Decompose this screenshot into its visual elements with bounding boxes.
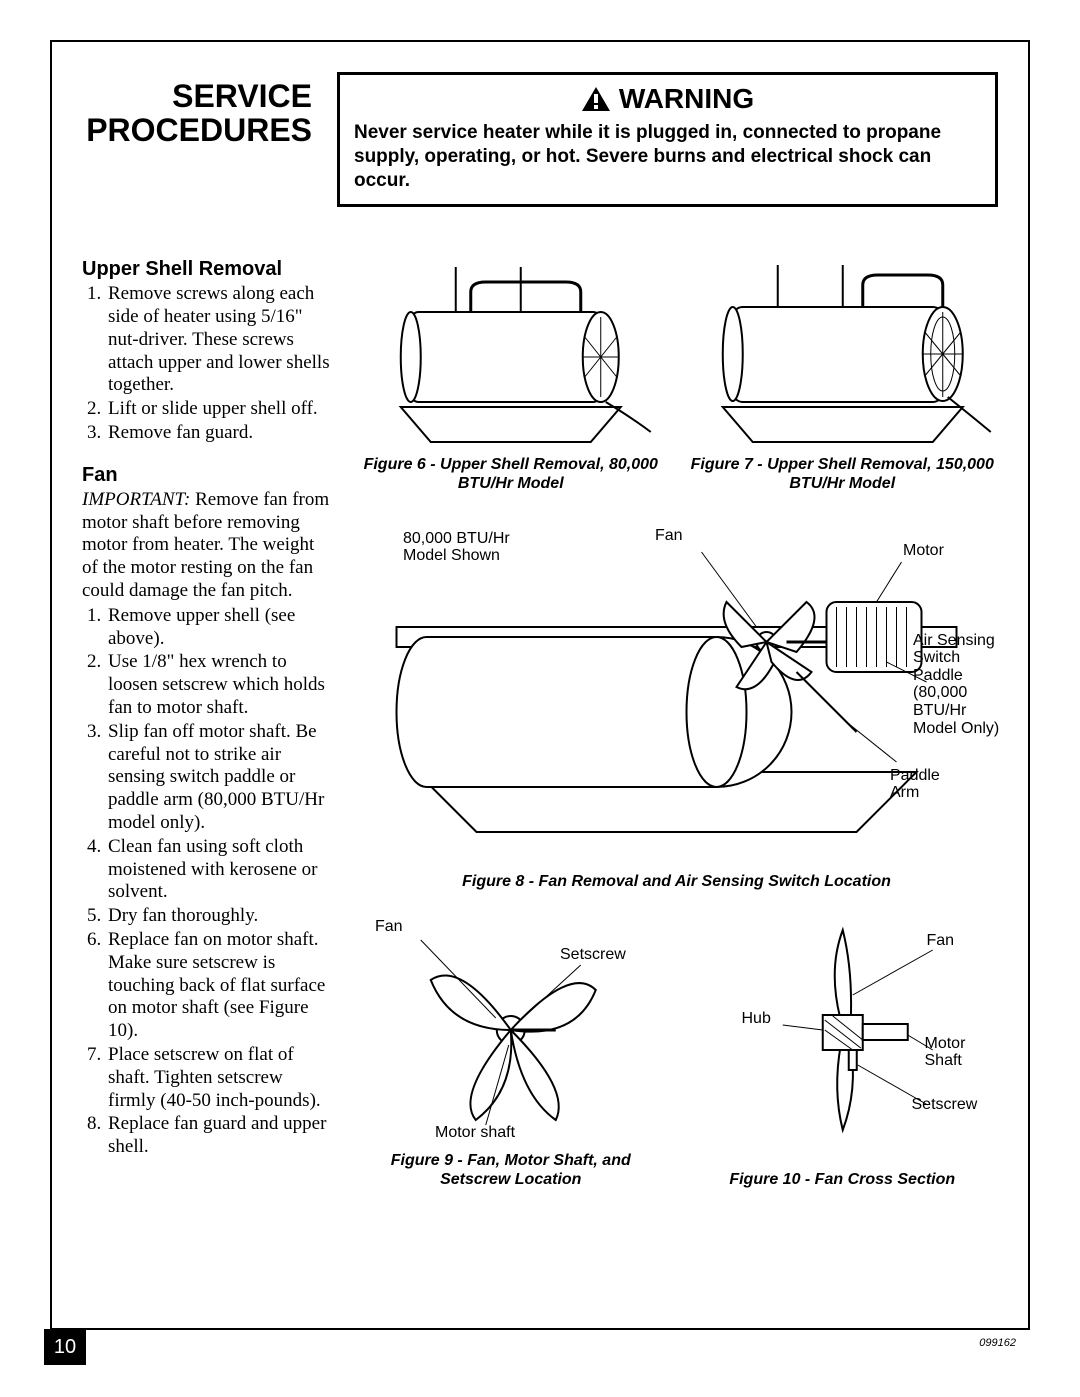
figure-column: Figure 6 - Upper Shell Removal, 80,000 B… xyxy=(355,257,998,1189)
warning-header: WARNING xyxy=(354,83,981,115)
label-hub: Hub xyxy=(742,1010,771,1028)
label-fan: Fan xyxy=(655,527,683,545)
list-item: Replace fan guard and upper shell. xyxy=(106,1113,330,1159)
figure-7-caption: Figure 7 - Upper Shell Removal, 150,000 … xyxy=(687,455,999,493)
warning-triangle-icon xyxy=(581,86,611,112)
service-procedures-title: SERVICE PROCEDURES xyxy=(82,72,312,147)
figure-6-caption: Figure 6 - Upper Shell Removal, 80,000 B… xyxy=(355,455,667,493)
list-item: Dry fan thoroughly. xyxy=(106,905,330,928)
figure-8-caption: Figure 8 - Fan Removal and Air Sensing S… xyxy=(355,872,998,891)
warning-box: WARNING Never service heater while it is… xyxy=(337,72,998,207)
label-motor: Motor xyxy=(903,542,944,560)
label-fan-9: Fan xyxy=(375,918,403,936)
upper-shell-heading: Upper Shell Removal xyxy=(82,257,330,281)
figure-10-caption: Figure 10 - Fan Cross Section xyxy=(687,1170,999,1189)
figure-7-image xyxy=(687,257,999,447)
title-line-1: SERVICE xyxy=(172,78,312,114)
figure-6: Figure 6 - Upper Shell Removal, 80,000 B… xyxy=(355,257,667,493)
label-paddle-arm: Paddle Arm xyxy=(890,767,960,802)
figure-9-10-row: Fan Setscrew Motor shaft Figure 9 - Fan,… xyxy=(355,910,998,1190)
fan-important-note: IMPORTANT: Remove fan from motor shaft b… xyxy=(82,489,330,603)
title-line-2: PROCEDURES xyxy=(86,112,312,148)
figure-7: Figure 7 - Upper Shell Removal, 150,000 … xyxy=(687,257,999,493)
page-number: 10 xyxy=(44,1329,86,1365)
label-setscrew-10: Setscrew xyxy=(912,1096,978,1114)
list-item: Lift or slide upper shell off. xyxy=(106,398,330,421)
label-model-shown: 80,000 BTU/Hr Model Shown xyxy=(403,530,543,565)
label-fan-10: Fan xyxy=(927,932,955,950)
upper-shell-steps: Remove screws along each side of heater … xyxy=(82,283,330,445)
content-columns: Upper Shell Removal Remove screws along … xyxy=(82,257,998,1189)
label-setscrew-9: Setscrew xyxy=(560,946,626,964)
figure-9: Fan Setscrew Motor shaft Figure 9 - Fan,… xyxy=(355,910,667,1190)
label-motor-shaft-9: Motor shaft xyxy=(435,1124,515,1142)
list-item: Replace fan on motor shaft. Make sure se… xyxy=(106,929,330,1043)
label-motor-shaft-10: Motor Shaft xyxy=(925,1035,985,1070)
list-item: Place setscrew on flat of shaft. Tighten… xyxy=(106,1044,330,1112)
figure-6-7-row: Figure 6 - Upper Shell Removal, 80,000 B… xyxy=(355,257,998,493)
figure-6-image xyxy=(355,257,667,447)
important-label: IMPORTANT: xyxy=(82,489,190,510)
page-frame: SERVICE PROCEDURES WARNING Never service… xyxy=(50,40,1030,1330)
figure-9-caption: Figure 9 - Fan, Motor Shaft, and Setscre… xyxy=(355,1151,667,1189)
label-air-sensing: Air Sensing Switch Paddle (80,000 BTU/Hr… xyxy=(913,632,1013,738)
figure-9-image xyxy=(355,910,667,1140)
header-row: SERVICE PROCEDURES WARNING Never service… xyxy=(82,72,998,207)
figure-10: Fan Hub Motor Shaft Setscrew Figure 10 -… xyxy=(687,910,999,1190)
fan-heading: Fan xyxy=(82,463,330,487)
text-column: Upper Shell Removal Remove screws along … xyxy=(82,257,330,1189)
list-item: Remove screws along each side of heater … xyxy=(106,283,330,397)
fan-steps: Remove upper shell (see above). Use 1/8"… xyxy=(82,605,330,1159)
warning-label: WARNING xyxy=(619,83,754,115)
list-item: Use 1/8" hex wrench to loosen setscrew w… xyxy=(106,651,330,719)
document-id: 099162 xyxy=(979,1337,1016,1349)
warning-body: Never service heater while it is plugged… xyxy=(354,121,981,192)
list-item: Clean fan using soft cloth moistened wit… xyxy=(106,836,330,904)
list-item: Remove upper shell (see above). xyxy=(106,605,330,651)
list-item: Slip fan off motor shaft. Be careful not… xyxy=(106,721,330,835)
figure-8: 80,000 BTU/Hr Model Shown Fan Motor Air … xyxy=(355,512,998,892)
list-item: Remove fan guard. xyxy=(106,422,330,445)
